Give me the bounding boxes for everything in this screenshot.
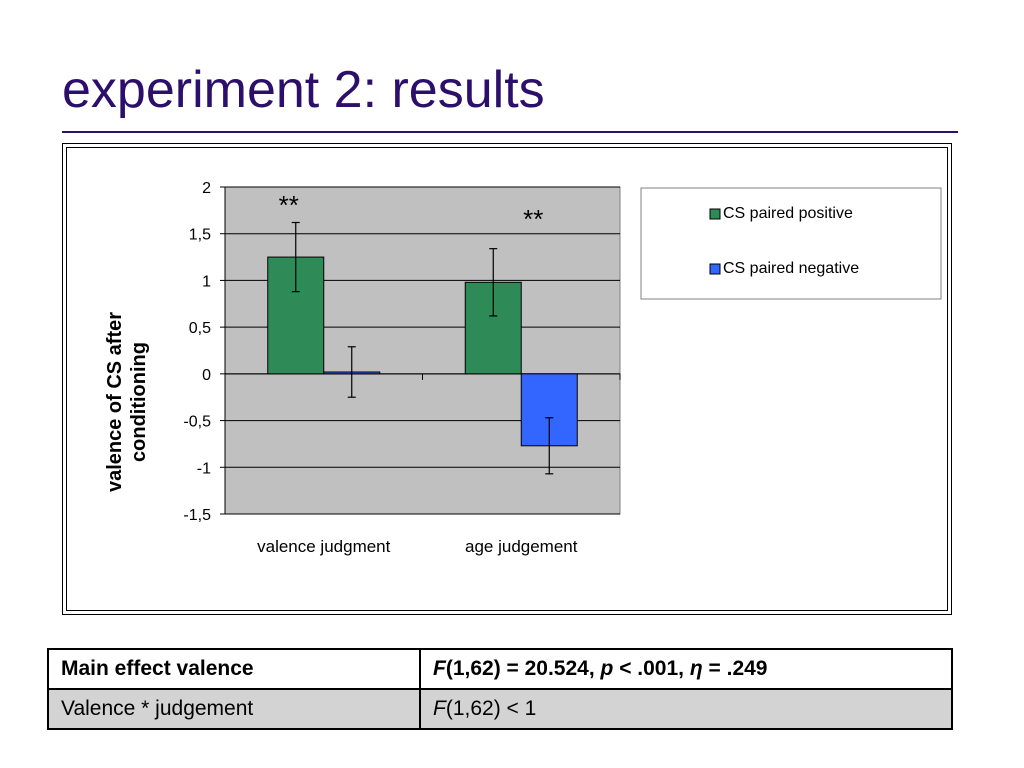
legend-box [640,187,942,300]
f-symbol: F [433,657,446,680]
stats-table: Main effect valence F(1,62) = 20.524, p … [47,648,953,730]
legend-swatch [709,263,721,275]
slide-title: experiment 2: results [62,61,545,119]
significance-marker: ** [279,190,299,220]
x-tick-label: age judgement [465,537,578,556]
x-tick-label: valence judgment [257,537,391,556]
stat-label-cell: Valence * judgement [47,688,421,730]
y-axis-title-line: valence of CS after [104,312,126,492]
eta-value: = .249 [702,657,768,680]
f-symbol: F [433,697,446,720]
chart-frame-inner-border [66,147,948,611]
significance-marker: ** [523,204,543,234]
legend-swatch [709,208,721,220]
y-tick-label: 0,5 [189,320,211,337]
y-tick-label: 1 [202,273,211,290]
p-symbol: p [600,657,614,680]
table-row: Main effect valence F(1,62) = 20.524, p … [47,648,953,690]
p-value: < .001, [613,657,690,680]
stat-label-cell: Main effect valence [47,648,421,690]
legend-label: CS paired positive [723,205,853,222]
y-axis-title-line: conditioning [128,342,150,462]
stat-value-cell: F(1,62) = 20.524, p < .001, η = .249 [419,648,953,690]
y-tick-label: -1,5 [183,507,211,524]
y-tick-label: -0,5 [183,414,211,431]
f-df: (1,62) = 20.524, [445,657,601,680]
chart-frame: 2 1,5 1 0,5 0 -0,5 -1 -1,5 valence judgment ** age… [62,143,952,615]
y-tick-label: -1 [197,460,211,477]
legend-label: CS paired negative [723,260,859,277]
title-divider [62,131,958,133]
f-rest: (1,62) < 1 [445,697,537,720]
y-tick-label: 0 [202,367,211,384]
y-tick-label: 1,5 [189,227,211,244]
table-row: Valence * judgement F(1,62) < 1 [47,688,953,730]
eta-symbol: η [689,657,703,680]
bar-chart: 2 1,5 1 0,5 0 -0,5 -1 -1,5 valence judgment ** age… [104,180,942,556]
y-tick-label: 2 [202,180,211,197]
stat-value-cell: F(1,62) < 1 [419,688,953,730]
y-axis-title: valence of CS after conditioning [104,312,150,492]
